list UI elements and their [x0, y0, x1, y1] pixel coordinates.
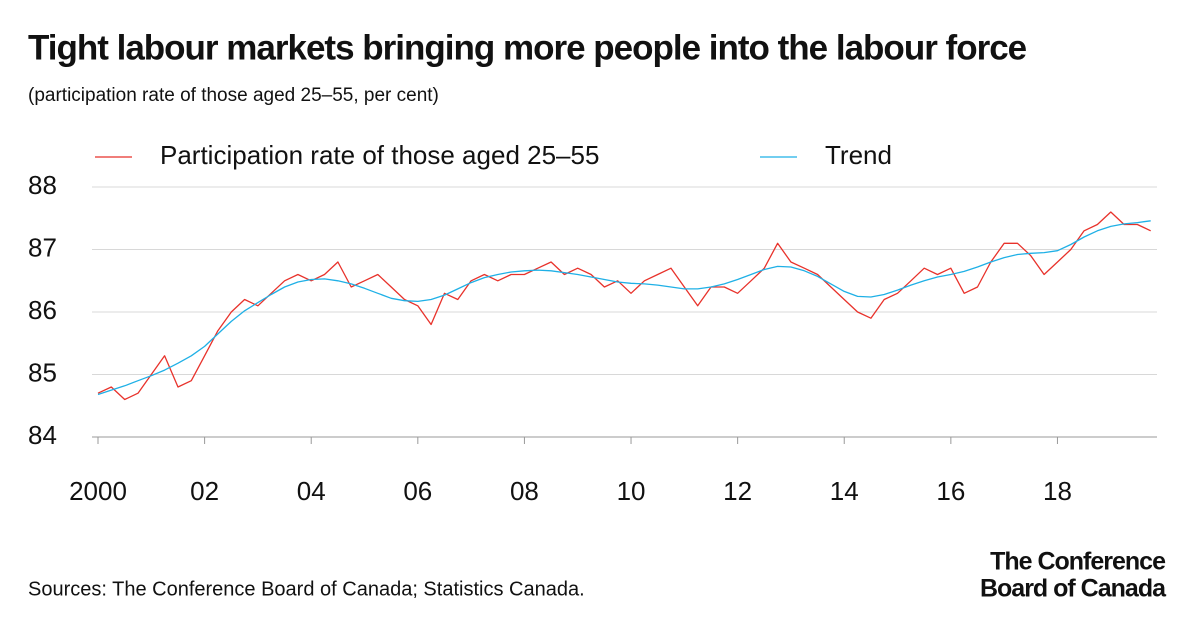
x-tick-label: 12	[723, 476, 752, 506]
chart-title: Tight labour markets bringing more peopl…	[28, 28, 1027, 67]
x-tick-label: 2000	[69, 476, 127, 506]
x-tick-label: 02	[190, 476, 219, 506]
logo-line: Board of Canada	[980, 575, 1167, 603]
x-tick-label: 18	[1043, 476, 1072, 506]
x-tick-label: 06	[403, 476, 432, 506]
x-tick-label: 14	[830, 476, 859, 506]
y-tick-label: 84	[28, 420, 57, 450]
x-tick-label: 16	[936, 476, 965, 506]
series-line	[97, 220, 1151, 396]
source-note: Sources: The Conference Board of Canada;…	[28, 578, 585, 600]
y-tick-label: 86	[28, 295, 57, 325]
y-tick-label: 87	[28, 232, 57, 262]
legend-label: Participation rate of those aged 25–55	[160, 140, 599, 170]
series-line	[97, 211, 1151, 401]
x-tick-label: 04	[297, 476, 326, 506]
x-tick-label: 08	[510, 476, 539, 506]
x-tick-label: 10	[617, 476, 646, 506]
logo-line: The Conference	[990, 548, 1166, 576]
y-tick-label: 88	[28, 170, 57, 200]
legend-label: Trend	[825, 140, 892, 170]
chart-subtitle: (participation rate of those aged 25–55,…	[28, 85, 439, 106]
y-tick-label: 85	[28, 357, 57, 387]
